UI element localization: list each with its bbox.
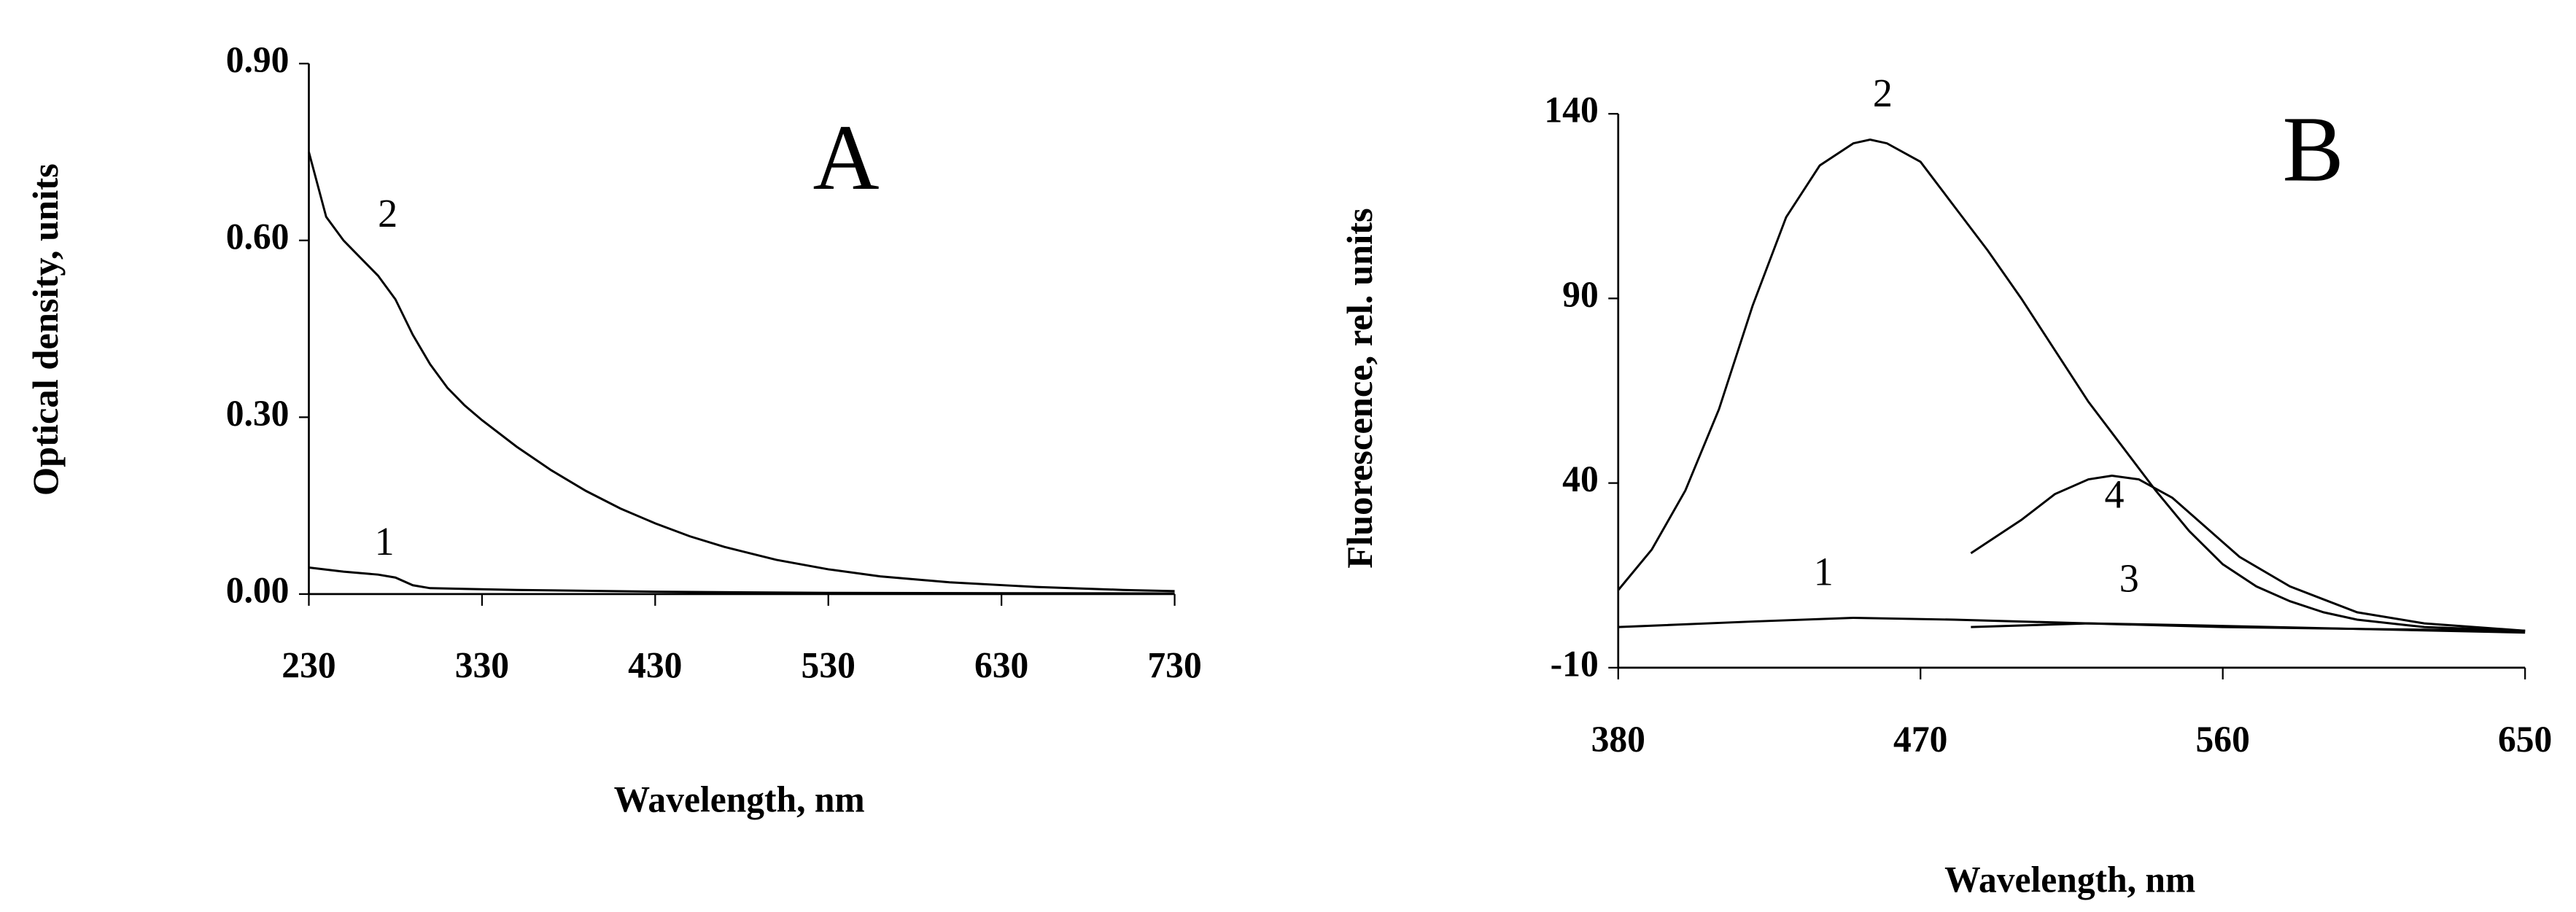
y-axis-title: Optical density, units [25, 163, 65, 496]
x-tick-label: 730 [1147, 644, 1201, 686]
x-tick-label: 560 [2196, 718, 2250, 760]
x-tick-label: 230 [282, 644, 335, 686]
curve [1971, 622, 2526, 634]
y-tick-label: 0.30 [226, 392, 290, 434]
y-tick-label: 90 [1562, 274, 1599, 316]
x-tick-label: 650 [2498, 718, 2552, 760]
curve-label: 2 [378, 191, 397, 236]
x-axis-title: Wavelength, nm [1944, 859, 2195, 900]
y-axis-title: Fluorescence, rel. units [1339, 208, 1379, 569]
y-tick-label: 0.00 [226, 569, 290, 611]
curve [1970, 474, 2526, 632]
x-axis-title: Wavelength, nm [614, 779, 865, 820]
curve [1617, 139, 2526, 632]
x-tick-label: 330 [455, 644, 509, 686]
curve [309, 566, 1175, 595]
x-tick-label: 630 [974, 644, 1028, 686]
curve-label: 3 [2119, 556, 2139, 601]
curve-label: 4 [2105, 472, 2125, 517]
curve [308, 152, 1175, 593]
panel-label: B [2283, 97, 2344, 200]
panel-label: A [813, 106, 880, 209]
y-tick-label: 40 [1562, 459, 1599, 500]
x-tick-label: 430 [628, 644, 682, 686]
x-tick-label: 530 [802, 644, 856, 686]
y-tick-label: 140 [1544, 89, 1598, 130]
y-tick-label: 0.90 [226, 39, 290, 80]
curve-label: 1 [1814, 549, 1834, 594]
curve-label: 1 [375, 518, 395, 564]
x-tick-label: 380 [1591, 718, 1645, 760]
y-tick-label: -10 [1551, 643, 1599, 685]
curve-label: 2 [1873, 70, 1893, 115]
y-tick-label: 0.60 [226, 216, 290, 257]
x-tick-label: 470 [1893, 718, 1947, 760]
